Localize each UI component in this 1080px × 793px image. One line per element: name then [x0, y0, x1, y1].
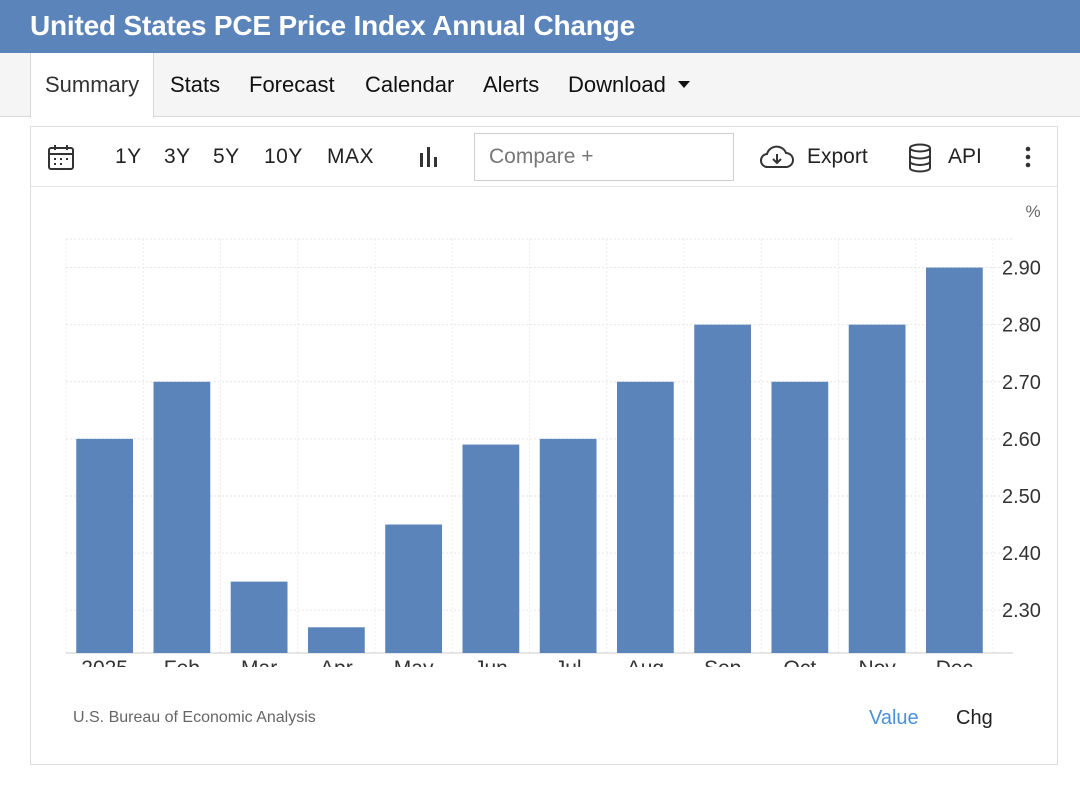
tab-alerts[interactable]: Alerts	[483, 72, 540, 97]
x-tick-label: Jul	[555, 657, 582, 667]
calendar-icon[interactable]	[47, 143, 75, 171]
range-3y-button[interactable]: 3Y	[164, 145, 191, 168]
tab-summary[interactable]: Summary	[30, 53, 155, 118]
y-tick-label: 2.60	[1002, 429, 1041, 451]
bar-chart: % 2025FebMarAprMayJunJulAugSepOctNovDec …	[65, 202, 1041, 667]
bar	[771, 381, 829, 653]
x-tick-label: Dec	[936, 657, 973, 667]
compare-input[interactable]	[474, 133, 734, 181]
chart-panel: 1Y 3Y 5Y 10Y MAX Export API %	[30, 126, 1058, 765]
chart-bars	[76, 267, 983, 653]
bar-chart-icon[interactable]	[417, 145, 441, 169]
more-vertical-icon[interactable]	[1023, 145, 1033, 169]
x-tick-label: May	[394, 657, 434, 667]
y-axis-labels: 2.30 2.40 2.50 2.60 2.70 2.80 2.90	[1002, 258, 1041, 623]
x-axis-labels: 2025 Feb Mar Apr May Jun Jul Aug Sep Oct Nov Dec	[81, 657, 973, 667]
bar	[307, 627, 365, 653]
range-1y-button[interactable]: 1Y	[115, 145, 142, 168]
cloud-download-icon[interactable]	[759, 143, 795, 171]
x-tick-label: Sep	[704, 657, 741, 667]
x-tick-label: 2025	[81, 657, 128, 667]
api-button[interactable]: API	[948, 145, 982, 168]
bar	[462, 444, 520, 653]
bar	[153, 381, 211, 653]
y-tick-label: 2.70	[1002, 372, 1041, 394]
x-tick-label: Jun	[474, 657, 508, 667]
y-tick-label: 2.40	[1002, 543, 1041, 565]
y-tick-label: 2.80	[1002, 315, 1041, 337]
y-tick-label: 2.30	[1002, 600, 1041, 622]
bar	[694, 324, 752, 653]
x-tick-label: Oct	[784, 657, 817, 667]
y-tick-label: 2.50	[1002, 486, 1041, 508]
range-5y-button[interactable]: 5Y	[213, 145, 240, 168]
tab-calendar[interactable]: Calendar	[365, 72, 455, 97]
x-tick-label: Feb	[164, 657, 200, 667]
bar	[385, 524, 443, 653]
y-axis-unit: %	[1025, 202, 1040, 221]
page-title: United States PCE Price Index Annual Cha…	[30, 10, 635, 41]
x-tick-label: Aug	[627, 657, 664, 667]
x-tick-label: Apr	[320, 657, 353, 667]
value-toggle[interactable]: Value	[869, 707, 919, 729]
x-tick-label: Nov	[858, 657, 896, 667]
bar	[925, 267, 983, 653]
range-max-button[interactable]: MAX	[327, 145, 375, 168]
tab-forecast[interactable]: Forecast	[249, 72, 335, 97]
bar	[539, 438, 597, 653]
caret-down-icon	[677, 80, 690, 88]
tab-download[interactable]: Download	[568, 53, 690, 117]
source-label: U.S. Bureau of Economic Analysis	[73, 709, 316, 726]
chart-toolbar: 1Y 3Y 5Y 10Y MAX Export API	[31, 127, 1057, 187]
bar	[848, 324, 906, 653]
y-tick-label: 2.90	[1002, 258, 1041, 280]
database-icon[interactable]	[907, 143, 933, 173]
bar	[76, 438, 134, 653]
tab-bar: Summary Stats Forecast Calendar Alerts D…	[0, 53, 1080, 118]
chg-toggle[interactable]: Chg	[956, 707, 993, 729]
tab-download-label: Download	[568, 72, 666, 97]
range-10y-button[interactable]: 10Y	[264, 145, 303, 168]
bar	[616, 381, 674, 653]
x-tick-label: Mar	[241, 657, 277, 667]
page-header: United States PCE Price Index Annual Cha…	[0, 0, 1080, 53]
bar	[230, 581, 288, 653]
tab-stats[interactable]: Stats	[170, 72, 221, 97]
export-button[interactable]: Export	[807, 145, 868, 168]
